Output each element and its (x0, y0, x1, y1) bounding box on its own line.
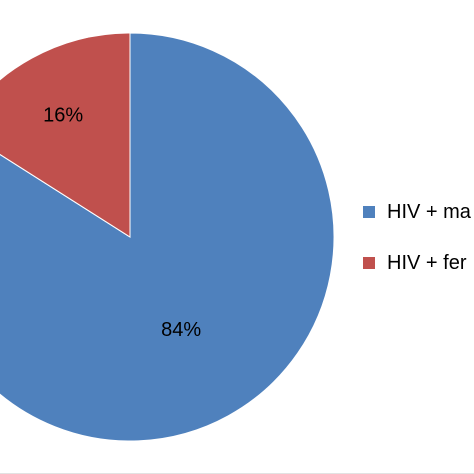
pie-slice-2 (0, 32, 131, 238)
data-label-1: 84% (161, 319, 201, 341)
legend-label-2: HIV + fer (387, 252, 467, 274)
pie-slices (0, 32, 335, 442)
legend: HIV + ma HIV + fer (363, 201, 472, 274)
legend-swatch-2 (363, 257, 375, 269)
data-label-2: 16% (43, 104, 83, 126)
pie-data-labels: 84% 16% (43, 104, 201, 341)
pie-slice-1 (0, 32, 335, 442)
legend-swatch-1 (363, 206, 375, 218)
legend-label-1: HIV + ma (387, 201, 472, 223)
